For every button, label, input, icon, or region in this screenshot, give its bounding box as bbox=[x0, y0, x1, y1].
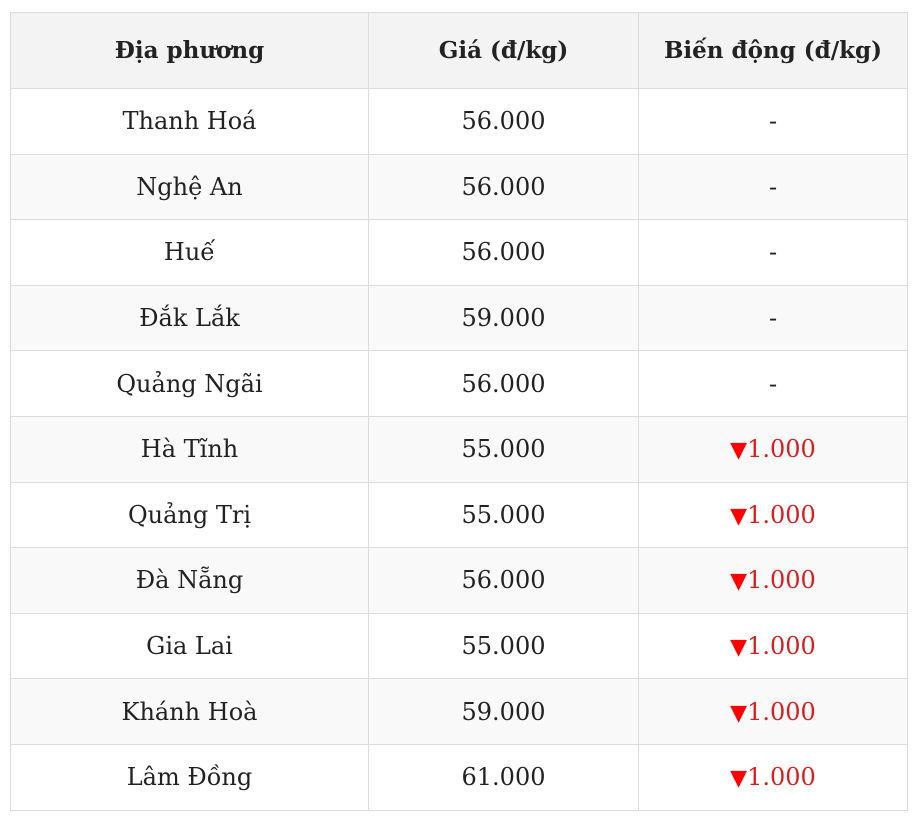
change-value: 1.000 bbox=[747, 500, 816, 529]
change-cell: ▼1.000 bbox=[638, 415, 908, 483]
price-cell: 61.000 bbox=[368, 743, 639, 811]
region-cell: Nghệ An bbox=[10, 153, 369, 221]
change-cell: ▼1.000 bbox=[638, 678, 908, 745]
table-row: Khánh Hoà 59.000 ▼1.000 bbox=[10, 678, 908, 745]
triangle-down-icon: ▼ bbox=[730, 503, 748, 529]
change-cell: - bbox=[638, 350, 908, 417]
change-cell: - bbox=[638, 88, 908, 155]
change-cell: - bbox=[638, 219, 908, 286]
change-value: 1.000 bbox=[747, 697, 816, 726]
table-row: Gia Lai 55.000 ▼1.000 bbox=[10, 612, 908, 680]
change-cell: ▼1.000 bbox=[638, 612, 908, 680]
triangle-down-icon: ▼ bbox=[730, 635, 748, 661]
price-table: Địa phương Giá (đ/kg) Biến động (đ/kg) T… bbox=[10, 12, 908, 811]
table-row: Huế 56.000- bbox=[10, 219, 908, 286]
change-cell: ▼1.000 bbox=[638, 743, 908, 811]
table-row: Quảng Trị 55.000 ▼1.000 bbox=[10, 481, 908, 549]
triangle-down-icon: ▼ bbox=[730, 766, 748, 792]
header-row: Địa phương Giá (đ/kg) Biến động (đ/kg) bbox=[10, 12, 908, 89]
price-cell: 55.000 bbox=[368, 415, 639, 483]
header-change: Biến động (đ/kg) bbox=[638, 12, 908, 89]
region-cell: Đắk Lắk bbox=[10, 284, 369, 352]
triangle-down-icon: ▼ bbox=[730, 438, 748, 464]
triangle-down-icon: ▼ bbox=[730, 569, 748, 595]
region-cell: Huế bbox=[10, 219, 369, 286]
table-row: Đắk Lắk 59.000- bbox=[10, 284, 908, 352]
price-cell: 59.000 bbox=[368, 678, 639, 745]
region-cell: Đà Nẵng bbox=[10, 547, 369, 614]
region-cell: Lâm Đồng bbox=[10, 743, 369, 811]
region-cell: Hà Tĩnh bbox=[10, 415, 369, 483]
change-value: 1.000 bbox=[747, 632, 816, 661]
table-row: Đà Nẵng 56.000 ▼1.000 bbox=[10, 547, 908, 614]
price-cell: 56.000 bbox=[368, 547, 639, 614]
price-cell: 56.000 bbox=[368, 153, 639, 221]
price-cell: 56.000 bbox=[368, 219, 639, 286]
header-region: Địa phương bbox=[10, 12, 369, 89]
table-row: Quảng Ngãi 56.000- bbox=[10, 350, 908, 417]
change-cell: - bbox=[638, 153, 908, 221]
table-row: Nghệ An 56.000- bbox=[10, 153, 908, 221]
table-row: Thanh Hoá 56.000- bbox=[10, 88, 908, 155]
change-cell: ▼1.000 bbox=[638, 481, 908, 549]
region-cell: Khánh Hoà bbox=[10, 678, 369, 745]
change-cell: ▼1.000 bbox=[638, 547, 908, 614]
price-cell: 56.000 bbox=[368, 88, 639, 155]
price-cell: 56.000 bbox=[368, 350, 639, 417]
header-price: Giá (đ/kg) bbox=[368, 12, 639, 89]
table-row: Lâm Đồng 61.000 ▼1.000 bbox=[10, 743, 908, 811]
change-value: 1.000 bbox=[747, 566, 816, 595]
price-cell: 55.000 bbox=[368, 481, 639, 549]
region-cell: Quảng Trị bbox=[10, 481, 369, 549]
price-cell: 55.000 bbox=[368, 612, 639, 680]
change-value: 1.000 bbox=[747, 435, 816, 464]
change-cell: - bbox=[638, 284, 908, 352]
region-cell: Gia Lai bbox=[10, 612, 369, 680]
region-cell: Quảng Ngãi bbox=[10, 350, 369, 417]
region-cell: Thanh Hoá bbox=[10, 88, 369, 155]
price-cell: 59.000 bbox=[368, 284, 639, 352]
table-row: Hà Tĩnh 55.000 ▼1.000 bbox=[10, 415, 908, 483]
change-value: 1.000 bbox=[747, 763, 816, 792]
triangle-down-icon: ▼ bbox=[730, 700, 748, 726]
